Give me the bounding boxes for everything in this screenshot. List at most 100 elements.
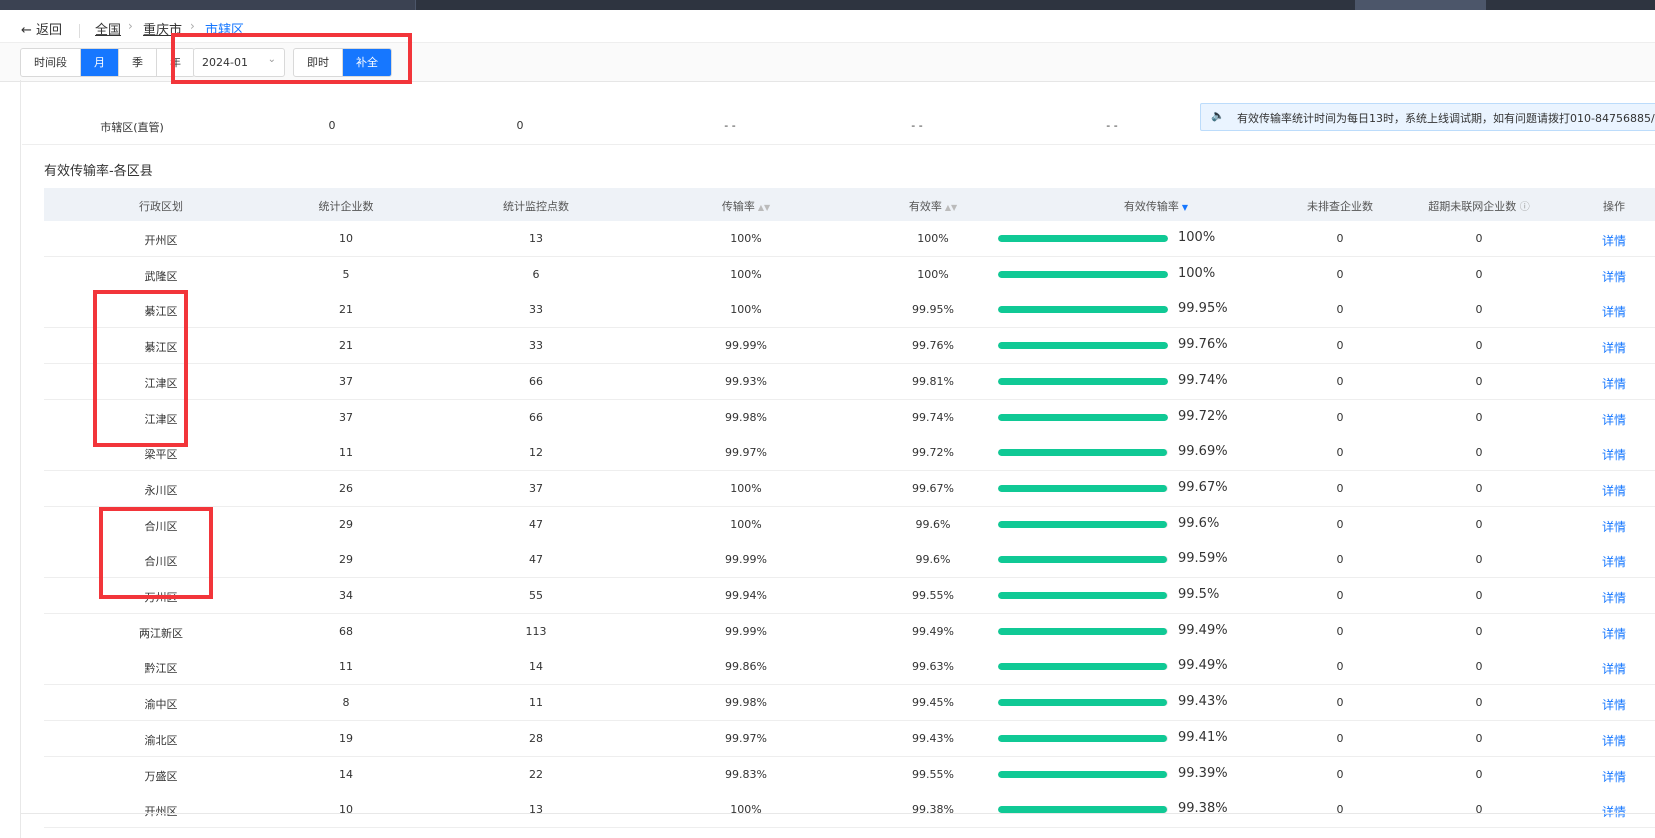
detail-link[interactable]: 详情	[1601, 591, 1626, 605]
cell-efficiency: 99.74%	[912, 410, 954, 424]
table-row: 两江新区 68 113 99.99% 99.49% 0 0 99.49% 详情	[44, 613, 1655, 650]
cell-transmission: 99.86%	[725, 660, 767, 674]
cell-efficiency: 99.49%	[912, 624, 954, 638]
detail-link[interactable]: 详情	[1601, 662, 1626, 677]
cell-enterprises: 19	[339, 731, 353, 745]
progress-bar-fill	[998, 235, 1168, 242]
period-range-button[interactable]: 时间段	[21, 49, 81, 76]
cell-region: 渝北区	[144, 733, 178, 747]
table-row: 渝中区 8 11 99.98% 99.45% 0 0 99.43% 详情	[44, 685, 1655, 722]
mode-button-group: 即时 补全	[293, 48, 392, 77]
cell-unchecked: 0	[1336, 374, 1344, 388]
cell-enterprises: 8	[342, 696, 350, 710]
cell-efficiency: 99.45%	[912, 696, 954, 710]
cell-efficiency: - -	[911, 119, 923, 132]
detail-link[interactable]: 详情	[1601, 234, 1626, 248]
cell-enterprises: 29	[339, 553, 353, 567]
table-row: 梁平区 11 12 99.97% 99.72% 0 0 99.69% 详情	[44, 435, 1655, 472]
header-effective: 有效传输率	[1123, 200, 1179, 213]
progress-bar-fill	[998, 663, 1168, 671]
cell-transmission: 99.99%	[725, 624, 767, 638]
cell-enterprises: 21	[339, 303, 353, 317]
detail-link[interactable]: 详情	[1601, 305, 1626, 320]
table-header: 行政区划 统计企业数 统计监控点数 传输率 ▲▼ 有效率 ▲▼ 有效传输率 ▼ 未排查…	[44, 188, 1655, 221]
header-efficiency-sort[interactable]: 有效率 ▲▼	[863, 198, 1003, 214]
detail-link[interactable]: 详情	[1601, 698, 1626, 713]
detail-link[interactable]: 详情	[1601, 769, 1626, 784]
cell-unchecked: 0	[1336, 303, 1344, 317]
detail-link[interactable]: 详情	[1601, 448, 1626, 463]
breadcrumb-national[interactable]: 全国	[95, 23, 122, 38]
window-tab[interactable]	[230, 0, 416, 10]
progress-bar	[998, 520, 1168, 528]
detail-link[interactable]: 详情	[1601, 341, 1626, 356]
detail-link[interactable]: 详情	[1601, 626, 1626, 641]
period-quarter-button[interactable]: 季	[119, 49, 157, 76]
progress-bar-fill	[998, 734, 1167, 742]
cell-overdue: 0	[1475, 303, 1483, 317]
detail-link[interactable]: 详情	[1601, 555, 1626, 570]
table-row: 万盛区 14 22 99.83% 99.55% 0 0 99.39% 详情	[44, 756, 1655, 793]
cell-overdue: 0	[1475, 374, 1483, 388]
period-month-button[interactable]: 月	[81, 49, 119, 76]
cell-overdue: 0	[1475, 481, 1483, 495]
question-icon[interactable]: ⓘ	[1519, 202, 1530, 213]
speaker-icon: 🔈	[1211, 109, 1225, 122]
header-overdue-wrap: 超期未联网企业数 ⓘ	[1404, 198, 1554, 214]
header-transmission-sort[interactable]: 传输率 ▲▼	[676, 198, 816, 214]
progress-bar-fill	[998, 342, 1168, 350]
arrow-left-icon: ←	[21, 23, 32, 38]
back-button[interactable]: ← 返回	[21, 19, 62, 38]
detail-link[interactable]: 详情	[1601, 412, 1626, 427]
window-tab[interactable]	[0, 0, 231, 10]
cell-points: 13	[529, 232, 543, 245]
progress-bar	[998, 734, 1168, 742]
detail-link[interactable]: 详情	[1601, 733, 1626, 748]
progress-bar-fill	[998, 377, 1168, 385]
progress-bar-fill	[998, 413, 1168, 421]
notice-banner: 🔈 有效传输率统计时间为每日13时，系统上线调试期，如有问题请拨打010-847…	[1200, 103, 1655, 131]
progress-bar	[998, 377, 1168, 385]
cell-transmission: 100%	[730, 803, 762, 817]
highlight-box	[93, 290, 188, 447]
detail-link[interactable]: 详情	[1574, 803, 1654, 820]
period-year-button[interactable]: 年	[170, 56, 181, 69]
navigation-bar: ← 返回 全国 › 重庆市 › 市辖区	[0, 10, 1655, 42]
progress-bar	[998, 806, 1168, 814]
cell-transmission: - -	[724, 119, 736, 132]
cell-efficiency: 99.38%	[912, 803, 954, 817]
cell-transmission: 99.98%	[725, 410, 767, 424]
progress-bar-fill	[998, 806, 1167, 814]
cell-unchecked: 0	[1336, 410, 1344, 424]
section-title: 有效传输率-各区县	[44, 164, 153, 179]
month-picker[interactable]: 2024-01 ⌄	[193, 48, 285, 77]
cell-enterprises: 14	[339, 767, 353, 781]
progress-bar	[998, 413, 1168, 421]
detail-link[interactable]: 详情	[1601, 376, 1626, 391]
cell-points: 6	[532, 267, 540, 281]
cell-transmission: 99.97%	[725, 731, 767, 745]
cell-effective: 99.59%	[1178, 551, 1228, 567]
cell-enterprises: 10	[339, 232, 353, 245]
mode-complete-button[interactable]: 补全	[343, 49, 391, 76]
header-region: 行政区划	[139, 200, 183, 213]
header-effective-sort[interactable]: 有效传输率 ▼	[1076, 198, 1236, 214]
cell-unchecked: 0	[1336, 660, 1344, 674]
cell-points: 14	[529, 660, 543, 674]
progress-bar-fill	[998, 556, 1168, 564]
cell-effective: - -	[1106, 119, 1118, 132]
cell-region: 江津区	[144, 376, 178, 390]
progress-bar	[998, 270, 1168, 278]
cell-transmission: 99.97%	[725, 446, 767, 460]
detail-link[interactable]: 详情	[1601, 519, 1626, 534]
cell-overdue: 0	[1475, 696, 1483, 710]
detail-link[interactable]: 详情	[1601, 483, 1626, 498]
detail-link[interactable]: 详情	[1601, 269, 1626, 284]
cell-points: 12	[529, 446, 543, 460]
mode-instant-button[interactable]: 即时	[294, 49, 343, 76]
progress-bar-fill	[998, 627, 1168, 635]
window-tab-active[interactable]	[1355, 0, 1486, 10]
cell-unchecked: 0	[1336, 517, 1344, 531]
cell-effective: 99.74%	[1178, 372, 1228, 388]
cell-overdue: 0	[1475, 410, 1483, 424]
